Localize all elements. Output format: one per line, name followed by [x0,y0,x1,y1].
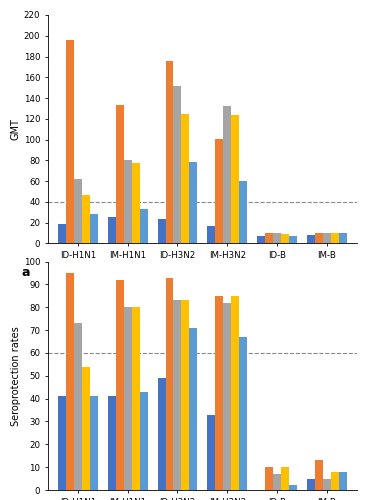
Bar [273,474,281,490]
Bar [215,138,223,244]
Bar [82,194,90,244]
Bar [139,392,148,490]
Bar [181,300,190,490]
Bar [190,162,197,244]
Bar [208,414,215,490]
Bar [158,220,166,244]
Bar [331,233,339,243]
Bar [124,308,132,490]
Bar [231,296,239,490]
Bar [58,396,66,490]
Bar [173,300,181,490]
Bar [339,233,347,243]
Text: a: a [22,266,30,279]
Bar [108,396,116,490]
Bar [323,478,331,490]
Bar [223,106,231,244]
Bar [208,226,215,244]
Bar [166,60,173,244]
Bar [231,114,239,244]
Bar [66,273,74,490]
Bar [273,233,281,243]
Bar [116,106,124,244]
Bar [58,224,66,244]
Y-axis label: Seroprotection rates: Seroprotection rates [11,326,21,426]
Bar [331,472,339,490]
Y-axis label: GMT: GMT [11,118,21,140]
Bar [181,114,190,244]
Bar [265,233,273,243]
Legend: Pre-vaccination, 4th wk, 3rd mo, 6th mo, 12th mo: Pre-vaccination, 4th wk, 3rd mo, 6th mo,… [76,276,273,282]
Bar [239,337,247,490]
Bar [315,460,323,490]
Bar [116,280,124,490]
Bar [74,179,82,244]
Bar [90,214,98,244]
Bar [281,467,289,490]
Bar [108,218,116,244]
Bar [90,396,98,490]
Bar [223,302,231,490]
Bar [66,40,74,244]
Bar [257,236,265,244]
Bar [215,296,223,490]
Bar [158,378,166,490]
Bar [307,235,315,244]
Bar [82,366,90,490]
Bar [265,467,273,490]
Bar [289,486,297,490]
Bar [139,209,148,244]
Bar [323,233,331,243]
Bar [132,164,139,244]
Bar [307,478,315,490]
Bar [239,181,247,244]
Bar [166,278,173,490]
Bar [190,328,197,490]
Bar [74,324,82,490]
Bar [132,308,139,490]
Bar [281,234,289,243]
Bar [339,472,347,490]
Bar [173,86,181,243]
Bar [289,236,297,244]
Bar [315,233,323,243]
Bar [124,160,132,244]
